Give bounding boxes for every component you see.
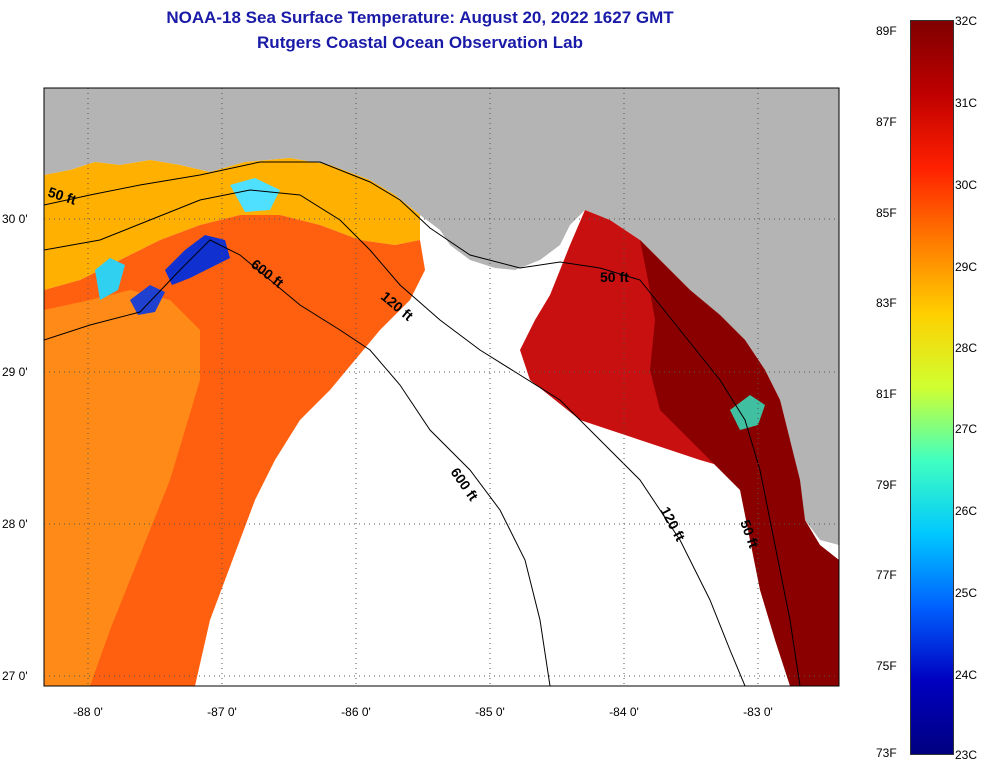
sst-cool-patch-3 [230,178,280,212]
map-subtitle: Rutgers Coastal Ocean Observation Lab [257,33,583,52]
sst-florida-cool-spot [730,395,765,430]
temperature-colorbar [910,20,954,755]
lat-label-30: 30 0' [2,212,28,226]
colorbar-f-77: 77F [876,568,897,582]
lon-label-86: -86 0' [341,705,371,719]
colorbar-c-32: 32C [955,14,978,28]
lon-label-84: -84 0' [609,705,639,719]
sst-cold-patch [165,235,230,285]
lat-label-28: 28 0' [2,517,28,531]
colorbar-f-79: 79F [876,478,897,492]
lat-label-27: 27 0' [2,669,28,683]
map-border [43,87,840,687]
land-mass [44,88,839,545]
colorbar-f-81: 81F [876,387,897,401]
colorbar-f-83: 83F [876,296,897,310]
colorbar-c-26: 26C [955,504,978,518]
sst-nearshore-cool [44,158,420,290]
sst-florida-darkest [640,240,839,686]
lon-label-83: -83 0' [743,705,773,719]
colorbar-f-89: 89F [876,24,897,38]
colorbar-c-25: 25C [955,586,978,600]
contour-label-50ft-bigbend: 50 ft [600,269,629,285]
colorbar-f-87: 87F [876,115,897,129]
contour-120ft [44,189,746,686]
lon-label-87: -87 0' [207,705,237,719]
contour-600ft [44,239,551,686]
sst-cool-patch-2 [130,285,165,315]
colorbar-c-24: 24C [955,668,978,682]
contour-50ft [44,161,801,686]
lat-label-29: 29 0' [2,365,28,379]
colorbar-f-75: 75F [876,659,897,673]
lon-label-88: -88 0' [73,705,103,719]
colorbar-c-27: 27C [955,422,978,436]
colorbar-c-29: 29C [955,260,978,274]
colorbar-f-73: 73F [876,746,897,760]
map-title: NOAA-18 Sea Surface Temperature: August … [166,8,674,27]
colorbar-c-31: 31C [955,96,978,110]
lon-label-85: -85 0' [475,705,505,719]
sst-cool-patch [95,258,125,300]
colorbar-c-23: 23C [955,748,978,762]
colorbar-c-30: 30C [955,178,978,192]
sst-west-orange [44,290,200,686]
colorbar-c-28: 28C [955,341,978,355]
colorbar-f-85: 85F [876,206,897,220]
